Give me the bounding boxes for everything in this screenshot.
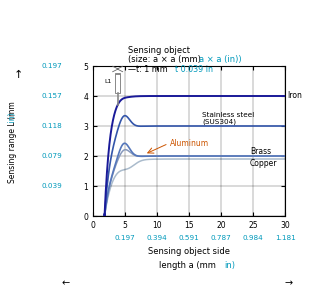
- Text: Iron: Iron: [287, 92, 302, 100]
- Text: 0.591: 0.591: [179, 236, 199, 242]
- Text: Sensing range L (mm: Sensing range L (mm: [8, 99, 17, 183]
- Text: 0.197: 0.197: [42, 63, 62, 69]
- Bar: [115, 74, 120, 93]
- Text: (size: a × a (mm): (size: a × a (mm): [128, 55, 204, 64]
- Text: 0.394: 0.394: [147, 236, 167, 242]
- Text: Sensing object: Sensing object: [128, 46, 190, 55]
- Text: in): in): [8, 112, 17, 170]
- Text: 0.118: 0.118: [42, 123, 62, 129]
- Text: in): in): [224, 261, 235, 270]
- Text: Aluminum: Aluminum: [170, 139, 209, 148]
- Text: Stainless steel
(SUS304): Stainless steel (SUS304): [202, 112, 254, 125]
- Text: Sensing object side: Sensing object side: [148, 248, 230, 256]
- Text: length a (mm: length a (mm: [159, 261, 219, 270]
- Text: ↑: ↑: [14, 70, 23, 80]
- Text: ←: ←: [61, 278, 69, 289]
- Text: →: →: [284, 278, 292, 289]
- Text: 1.181: 1.181: [275, 236, 295, 242]
- Text: 0.039: 0.039: [42, 183, 62, 189]
- Text: 0.079: 0.079: [42, 153, 62, 159]
- Text: —t: 1 mm: —t: 1 mm: [128, 65, 171, 74]
- Text: 0.787: 0.787: [211, 236, 232, 242]
- Text: Brass: Brass: [250, 147, 271, 156]
- Text: t 0.039 in: t 0.039 in: [175, 65, 213, 74]
- Text: Copper: Copper: [250, 159, 277, 168]
- Text: 0.197: 0.197: [115, 236, 135, 242]
- Text: 0.984: 0.984: [243, 236, 264, 242]
- Text: L1: L1: [104, 79, 112, 84]
- Text: a × a (in)): a × a (in)): [199, 55, 241, 64]
- Text: 0.157: 0.157: [42, 93, 62, 99]
